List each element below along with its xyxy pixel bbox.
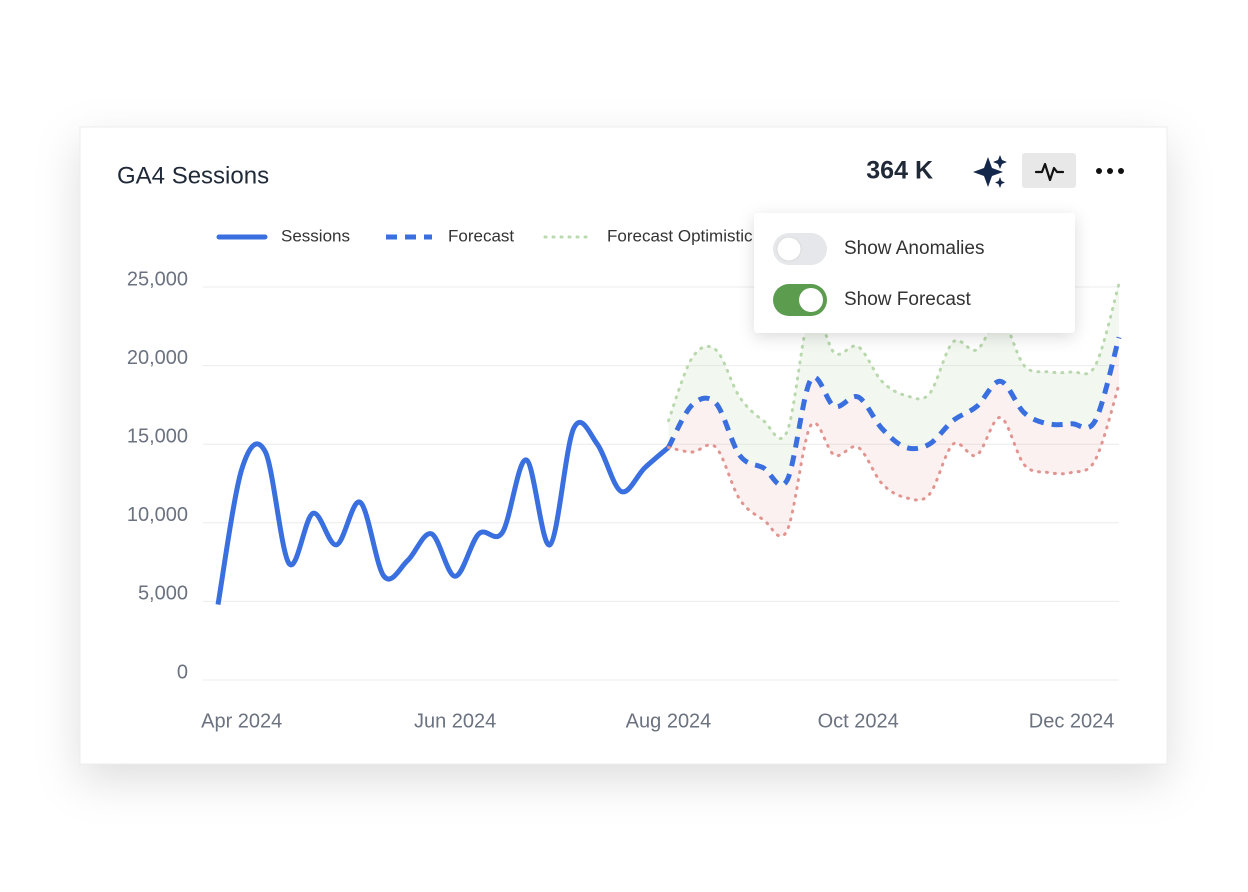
legend-label: Forecast	[448, 226, 514, 245]
band-fill	[668, 283, 1119, 486]
forecast-button[interactable]	[1022, 153, 1076, 188]
y-tick-label: 0	[177, 661, 188, 683]
band-fill	[668, 337, 1119, 537]
x-tick-label: Apr 2024	[201, 710, 282, 732]
toggle-knob	[776, 236, 802, 262]
chart: 0 5,000 10,000 15,000 20,000 25,000 Apr 2024 Ju…	[127, 226, 1122, 732]
series-line	[667, 382, 1121, 538]
x-tick-label: Jun 2024	[414, 710, 496, 732]
button-bg	[1022, 153, 1076, 188]
pulse-icon	[1034, 162, 1065, 182]
options-menu: Show Anomalies Show Forecast	[754, 213, 1075, 333]
dot	[1118, 168, 1124, 174]
sparkle-icon	[993, 155, 1007, 169]
y-tick-label: 5,000	[138, 583, 188, 605]
toggle-option[interactable]: Show Anomalies	[773, 233, 984, 265]
x-tick-label: Oct 2024	[818, 710, 899, 732]
legend-label: Forecast Optimistic	[607, 226, 753, 245]
x-tick-label: Aug 2024	[626, 710, 712, 732]
series-line	[667, 282, 1121, 440]
menu-panel	[754, 213, 1075, 333]
series-line	[215, 419, 671, 605]
y-tick-label: 10,000	[127, 504, 188, 526]
series-line	[666, 336, 1122, 488]
toggle-option[interactable]: Show Forecast	[773, 284, 971, 316]
sparkle-icon	[995, 177, 1005, 188]
more-button[interactable]	[1096, 168, 1124, 174]
menu-label: Show Anomalies	[844, 238, 984, 259]
widget-title: GA4 Sessions	[117, 162, 269, 189]
dot	[1107, 168, 1113, 174]
toggle-knob	[799, 288, 823, 312]
x-tick-label: Dec 2024	[1029, 710, 1115, 732]
y-tick-label: 25,000	[127, 268, 188, 290]
legend-label: Sessions	[281, 226, 350, 245]
menu-label: Show Forecast	[844, 289, 971, 310]
total-value: 364 K	[866, 157, 933, 185]
y-tick-label: 15,000	[127, 425, 188, 447]
y-tick-label: 20,000	[127, 347, 188, 369]
sparkle-icon	[973, 157, 1003, 187]
ai-button[interactable]	[973, 155, 1007, 188]
dot	[1096, 168, 1102, 174]
